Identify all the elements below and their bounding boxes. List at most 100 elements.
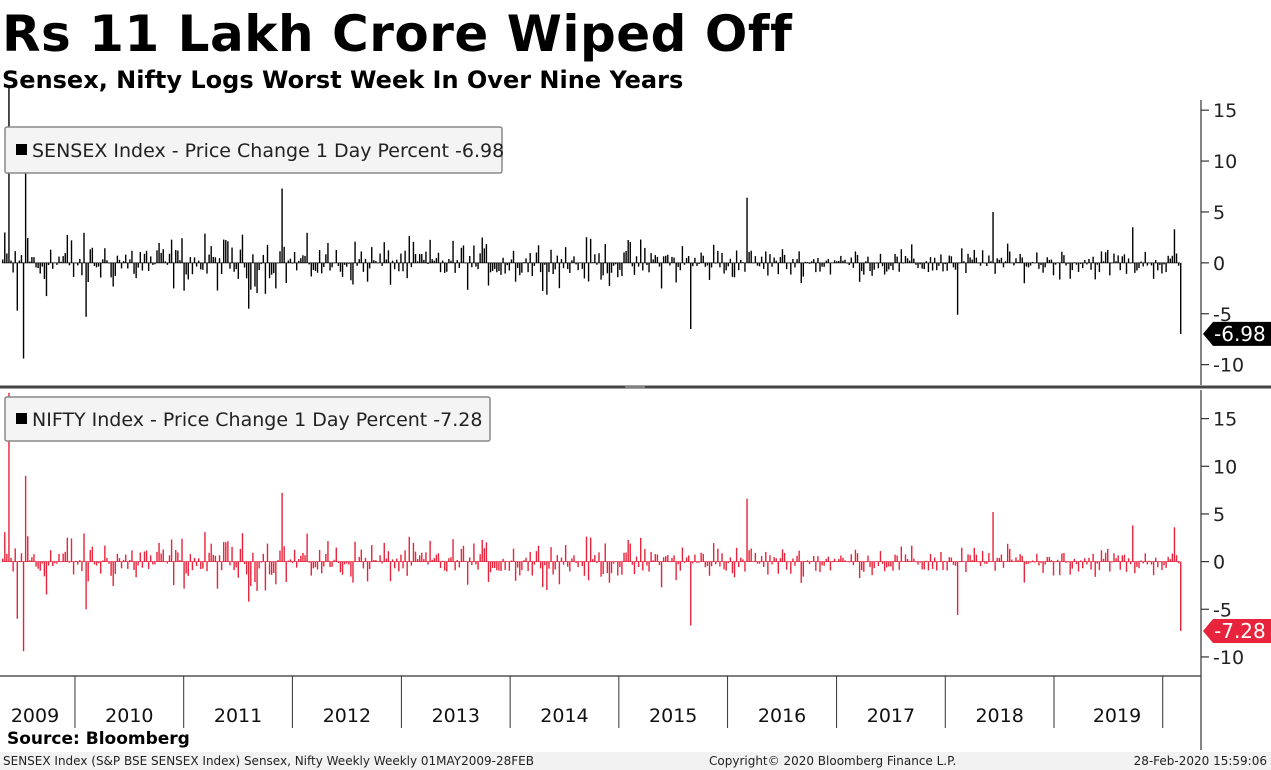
- nifty-bar: [1138, 561, 1140, 569]
- nifty-bar: [235, 561, 237, 568]
- sensex-bar: [1044, 262, 1046, 268]
- nifty-bar: [1119, 561, 1121, 570]
- nifty-bar: [558, 561, 561, 585]
- sensex-legend[interactable]: SENSEX Index - Price Change 1 Day Percen…: [4, 126, 504, 174]
- sensex-bar: [187, 262, 189, 280]
- nifty-bar: [604, 543, 606, 562]
- sensex-y-tick-label: 5: [1213, 202, 1225, 224]
- sensex-bar: [1169, 258, 1171, 263]
- nifty-bar: [1171, 553, 1174, 562]
- nifty-bar: [106, 558, 108, 562]
- sensex-bar: [892, 262, 894, 271]
- nifty-bar: [135, 561, 137, 578]
- nifty-legend[interactable]: NIFTY Index - Price Change 1 Day Percent…: [4, 396, 491, 442]
- sensex-bar: [396, 259, 398, 263]
- nifty-bar: [193, 557, 196, 562]
- nifty-bar: [919, 561, 921, 563]
- nifty-bar: [539, 561, 542, 569]
- sensex-bar: [1088, 258, 1090, 263]
- sensex-bar: [435, 257, 438, 263]
- nifty-bar: [277, 560, 279, 562]
- sensex-y-tick-label: 15: [1213, 100, 1237, 122]
- nifty-bar: [325, 553, 327, 562]
- sensex-bar: [744, 262, 746, 272]
- sensex-bar: [617, 262, 619, 278]
- sensex-bar: [546, 262, 548, 295]
- sensex-bar: [660, 262, 663, 289]
- sensex-bar: [212, 256, 214, 263]
- nifty-bar: [1082, 561, 1084, 569]
- nifty-bar: [141, 561, 144, 568]
- sensex-bar: [971, 259, 973, 263]
- sensex-bar: [16, 262, 18, 311]
- nifty-bar: [462, 545, 465, 562]
- sensex-bar: [358, 259, 360, 263]
- nifty-bar: [592, 559, 594, 562]
- nifty-bar: [652, 560, 654, 562]
- sensex-bar: [796, 259, 798, 263]
- nifty-bar: [312, 561, 315, 569]
- sensex-bar: [556, 255, 558, 263]
- sensex-bar: [729, 258, 732, 263]
- sensex-bar: [356, 262, 358, 266]
- nifty-bar: [1100, 550, 1103, 562]
- nifty-bar: [102, 560, 104, 562]
- sensex-bar: [52, 262, 54, 269]
- nifty-bar: [633, 561, 636, 575]
- nifty-bar: [54, 561, 56, 564]
- nifty-bar: [243, 561, 246, 565]
- nifty-bar: [479, 554, 481, 562]
- nifty-bar: [473, 543, 475, 562]
- nifty-bar: [840, 555, 842, 562]
- nifty-bar: [1148, 560, 1151, 562]
- nifty-bar: [6, 553, 8, 562]
- nifty-bar: [1154, 557, 1157, 562]
- nifty-bar: [750, 548, 752, 562]
- nifty-bar: [1140, 560, 1142, 562]
- sensex-bar: [310, 262, 312, 277]
- sensex-bar: [585, 237, 588, 263]
- nifty-bar: [1015, 557, 1017, 562]
- nifty-y-tick-label: 10: [1213, 456, 1237, 478]
- sensex-bar: [1107, 249, 1109, 263]
- nifty-bar: [466, 561, 469, 585]
- nifty-bar: [956, 561, 959, 615]
- sensex-bar: [640, 239, 642, 263]
- sensex-bar: [327, 242, 329, 263]
- nifty-bar: [1157, 561, 1159, 568]
- sensex-bar: [200, 262, 202, 270]
- sensex-bar: [385, 259, 388, 263]
- nifty-bar: [1144, 553, 1146, 562]
- sensex-bar: [141, 262, 144, 271]
- sensex-bar: [206, 262, 208, 274]
- sensex-bar: [220, 262, 223, 274]
- nifty-bar: [241, 533, 244, 562]
- nifty-bar: [690, 561, 692, 626]
- sensex-bar: [1036, 252, 1038, 263]
- sensex-bar: [456, 260, 458, 263]
- sensex-bar: [304, 255, 306, 263]
- sensex-panel: 15 10 5 0 -5 -10: [2, 86, 1244, 385]
- nifty-bar: [756, 561, 759, 564]
- sensex-bar: [623, 252, 625, 263]
- sensex-bar: [110, 262, 112, 278]
- sensex-bar: [460, 247, 463, 263]
- sensex-bar: [62, 256, 64, 263]
- sensex-bar: [990, 261, 992, 263]
- nifty-bar: [911, 545, 913, 562]
- nifty-bar: [264, 561, 267, 591]
- x-tick-label: 2012: [323, 705, 371, 727]
- nifty-bar: [383, 542, 385, 562]
- sensex-bar: [504, 262, 506, 274]
- nifty-bar: [210, 543, 212, 562]
- nifty-bar: [1146, 561, 1149, 565]
- nifty-bar: [491, 561, 494, 568]
- nifty-bar: [460, 548, 463, 562]
- sensex-bar: [1146, 262, 1149, 266]
- nifty-y-tick-label: 15: [1213, 409, 1237, 431]
- nifty-bar: [308, 561, 310, 563]
- sensex-bar: [273, 262, 275, 274]
- nifty-bar: [890, 561, 892, 567]
- nifty-bar: [110, 561, 112, 576]
- nifty-bar: [852, 561, 855, 566]
